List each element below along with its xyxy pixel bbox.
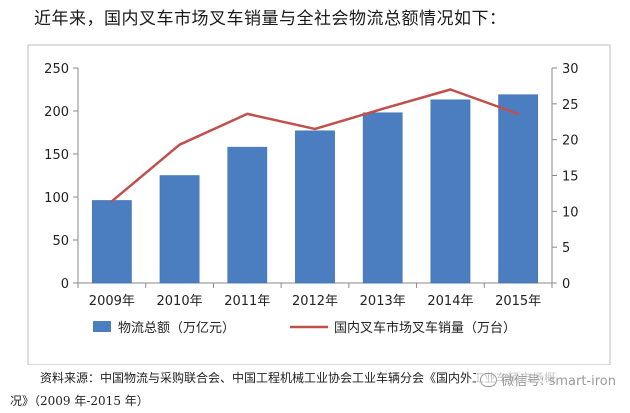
legend-line-label: 国内叉车市场叉车销量（万台） [334, 320, 516, 336]
x-tick-label: 2015年 [495, 294, 541, 309]
bar [295, 130, 335, 284]
legend-bar-swatch [93, 321, 111, 332]
line-series [110, 88, 520, 203]
axes: 0 50 100 150 200 250 0 5 10 15 20 25 30 2009年 2010年 201… [44, 62, 578, 309]
left-tick-label: 0 [61, 277, 69, 292]
source-note-line2: 况》（2009 年-2015 年） [10, 394, 149, 408]
line-point [246, 112, 249, 116]
line-point [110, 200, 114, 203]
bar-series [91, 94, 539, 284]
x-tick-label: 2013年 [360, 294, 406, 309]
left-tick-label: 50 [52, 234, 69, 249]
wechat-icon [480, 373, 498, 387]
line-point [516, 112, 520, 116]
bar [362, 112, 403, 284]
right-tick-label: 0 [562, 277, 570, 292]
x-tick-label: 2014年 [427, 294, 473, 309]
left-tick-label: 100 [44, 191, 69, 206]
combo-chart: 0 50 100 150 200 250 0 5 10 15 20 25 30 2009年 2010年 201… [27, 44, 611, 365]
bar [498, 94, 539, 284]
x-tick-label: 2012年 [292, 294, 338, 309]
line-point [381, 107, 384, 111]
left-tick-label: 200 [44, 105, 69, 120]
bar [430, 99, 471, 284]
right-tick-label: 5 [562, 241, 570, 256]
left-tick-label: 150 [44, 148, 69, 163]
bar [227, 146, 268, 284]
source-note-line1: 资料来源：中国物流与采购联合会、中国工程机械工业协会工业车辆分会《国内外工业车辆… [40, 371, 557, 385]
left-tick-label: 250 [44, 62, 69, 77]
right-tick-label: 30 [562, 62, 579, 77]
line-point [178, 143, 181, 146]
bar [159, 175, 200, 284]
right-tick-label: 10 [562, 205, 579, 220]
line-point [449, 88, 452, 91]
watermark-text: 微信号: smart-iron [501, 374, 616, 389]
x-tick-label: 2011年 [224, 294, 270, 309]
right-tick-label: 25 [562, 98, 579, 113]
line-point [313, 127, 317, 131]
wechat-watermark: 微信号: smart-iron [476, 370, 620, 389]
legend-bar-label: 物流总额（万亿元） [118, 321, 235, 336]
right-tick-label: 20 [562, 134, 579, 149]
legend: 物流总额（万亿元） 国内叉车市场叉车销量（万台） [93, 320, 516, 336]
right-tick-label: 15 [562, 170, 579, 185]
x-tick-label: 2010年 [157, 294, 203, 309]
intro-text: 近年来，国内叉车市场叉车销量与全社会物流总额情况如下： [34, 9, 507, 29]
bar [91, 200, 132, 284]
x-tick-label: 2009年 [89, 294, 135, 309]
